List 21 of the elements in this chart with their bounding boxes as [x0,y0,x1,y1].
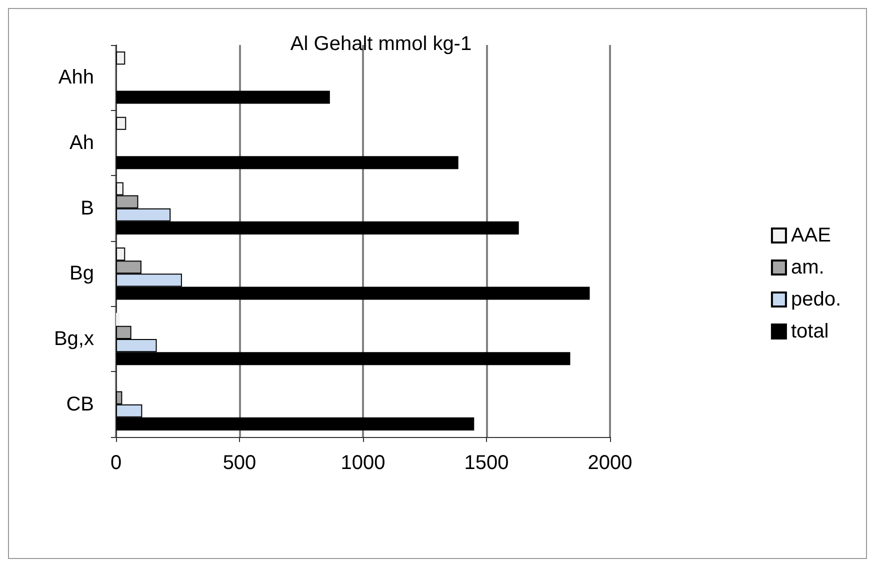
y-tick-label: CB [66,393,94,416]
x-tick-label: 0 [110,452,122,474]
x-tick-label: 1000 [340,452,386,474]
x-tick-label: 1500 [464,452,509,474]
x-tick-label: 2000 [588,452,632,474]
y-tick-label: Ahh [58,66,94,89]
y-tick-label: Bg [70,262,94,285]
legend-label: am. [790,256,824,278]
legend-label: AAE [790,224,831,246]
bar [116,312,120,326]
y-tick-label: Bg,x [54,328,94,350]
bar [116,156,458,170]
x-tick-label: 500 [222,452,256,474]
bar [116,52,126,65]
bar [116,116,126,130]
chart-title: Al Gehalt mmol kg-1 [290,33,472,55]
y-tick-label: Ah [70,132,94,154]
legend-label: pedo. [790,288,842,310]
bar [116,90,330,104]
legend-label: total [790,320,829,342]
y-tick-label: B [80,197,94,220]
